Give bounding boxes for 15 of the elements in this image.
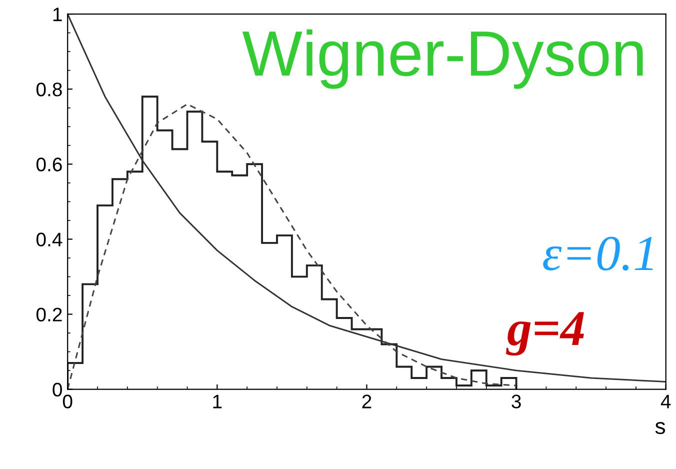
- y-tick-label: 0.8: [36, 82, 62, 96]
- x-tick-label: 0: [62, 394, 72, 408]
- y-tick-label: 0: [52, 382, 62, 397]
- x-axis-title: s: [655, 422, 666, 434]
- x-tick-label: 2: [362, 394, 372, 408]
- x-tick-label: 4: [660, 394, 671, 408]
- annotation: Wigner-Dyson: [242, 29, 643, 89]
- y-tick-label: 1: [53, 8, 62, 22]
- x-tick-label: 1: [213, 394, 222, 408]
- y-tick-label: 0.6: [36, 158, 62, 172]
- y-tick-label: 0.4: [36, 232, 62, 246]
- y-tick-label: 0.2: [36, 308, 62, 322]
- annotation: g=4: [506, 312, 584, 356]
- annotation: ε=0.1: [543, 236, 653, 271]
- x-tick-label: 3: [512, 394, 521, 408]
